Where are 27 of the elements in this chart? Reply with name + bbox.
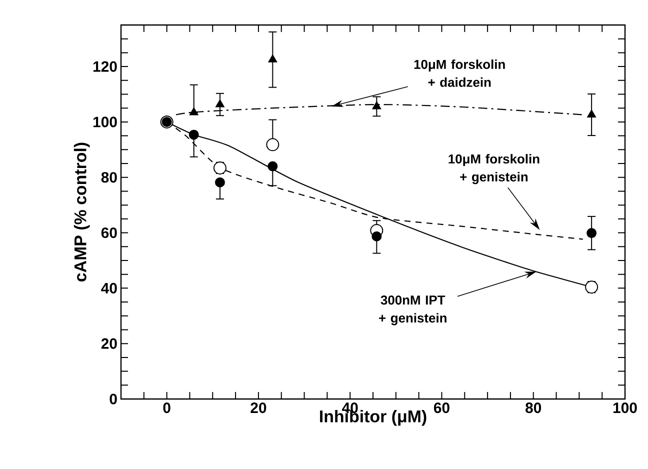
point [586,228,597,238]
point [372,101,382,110]
annotation: 300nM IPT + genistein [379,295,446,326]
point [188,130,199,140]
point [587,110,596,118]
y-axis-title: cAMP (% control) [74,142,90,282]
y-tick-label: 40 [101,282,117,294]
x-tick-label: 100 [613,402,637,414]
point [268,161,278,172]
point [268,54,278,62]
x-tick-label: 60 [434,402,450,414]
point [214,177,225,188]
y-tick-label: 0 [110,394,117,404]
x-tick-label: 0 [163,402,170,414]
point [266,138,280,152]
x-tick-label: 20 [250,402,266,414]
point [216,100,224,108]
y-tick-label: 100 [93,116,117,128]
x-tick-label: 80 [526,402,542,414]
y-tick-label: 80 [101,172,117,183]
y-tick-label: 120 [93,61,117,72]
y-tick-label: 20 [101,338,117,349]
point [372,231,382,242]
point [189,108,198,116]
annotation: 10μM forskolin + daidzein [414,59,505,87]
annotation: 10μM forskolin + genistein [448,154,540,184]
y-tick-label: 60 [101,227,117,238]
